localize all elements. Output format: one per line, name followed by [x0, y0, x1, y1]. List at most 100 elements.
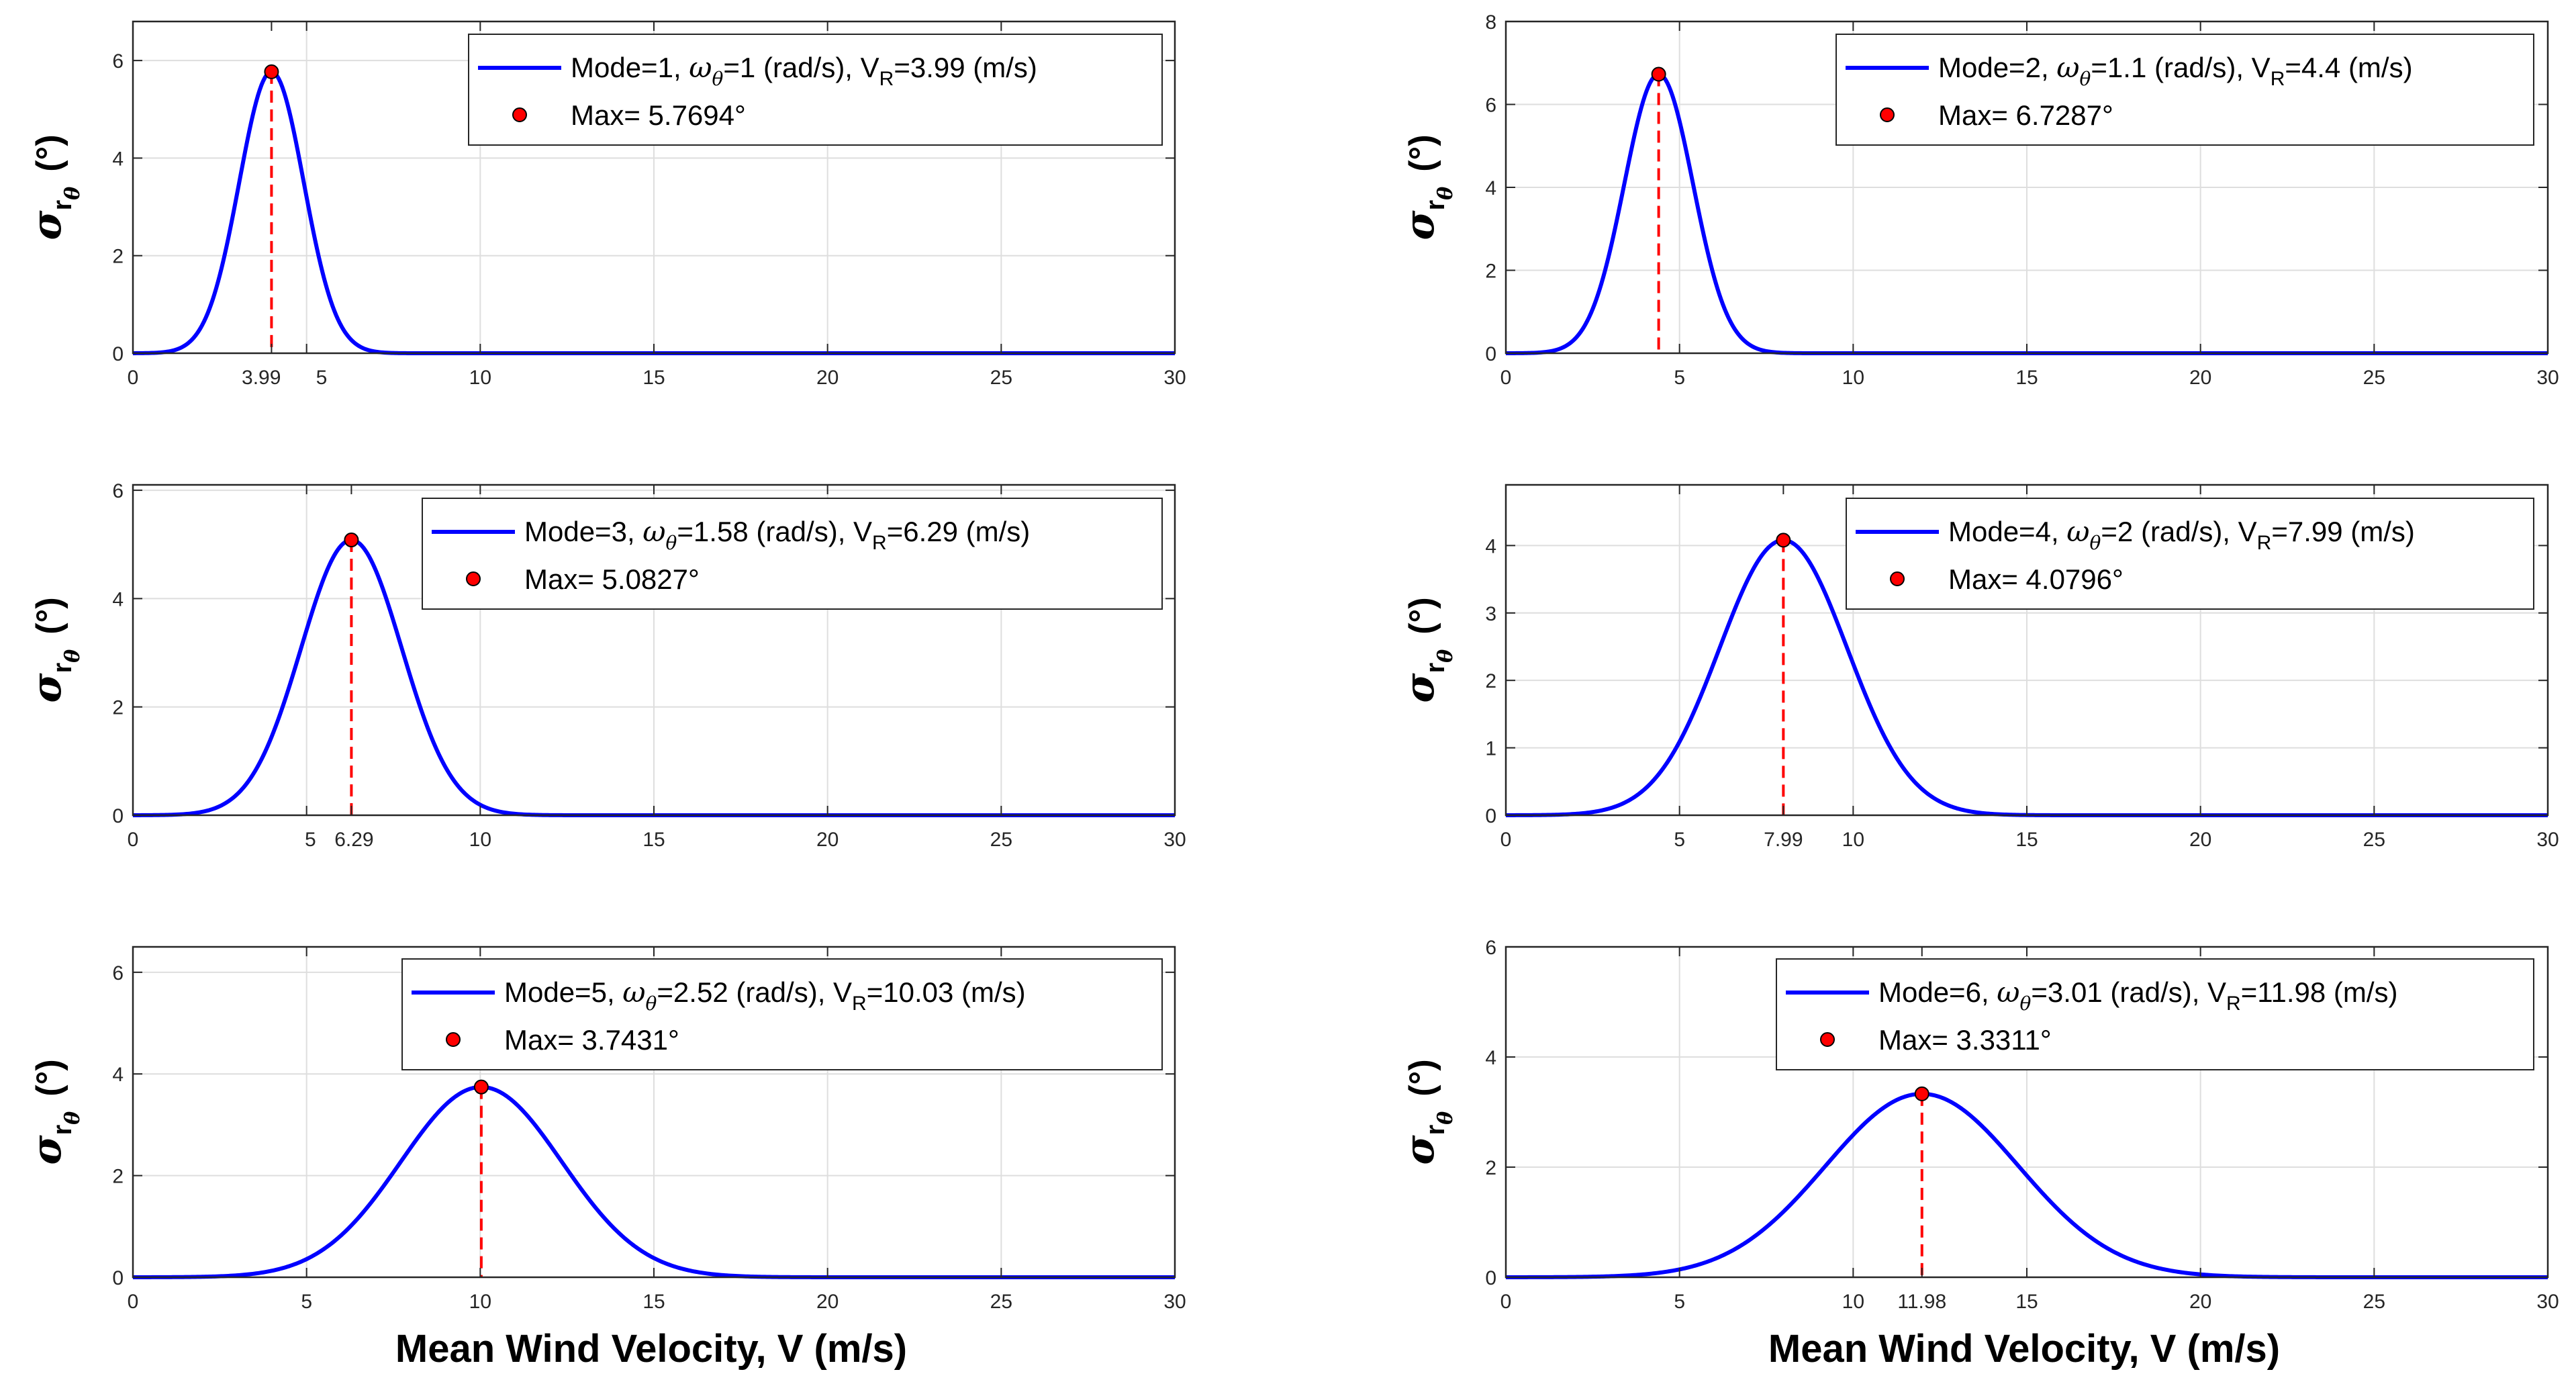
legend-omega: ω — [2056, 51, 2079, 84]
x-tick-label: 11.98 — [1897, 1291, 1946, 1313]
x-tick-label: 15 — [2015, 1291, 2038, 1313]
y-label-sub-theta: θ — [61, 1111, 85, 1125]
x-tick-label: 5 — [1674, 829, 1685, 851]
y-tick-label: 6 — [112, 50, 124, 73]
legend-vr-sub: R — [2257, 532, 2272, 554]
y-label-unit: (°) — [30, 1059, 68, 1096]
x-tick-label: 25 — [990, 367, 1012, 389]
y-tick-label: 2 — [1485, 670, 1496, 692]
peak-marker — [1651, 66, 1666, 82]
y-tick-label: 2 — [112, 1166, 124, 1188]
y-label-sub-theta: θ — [1434, 1111, 1458, 1125]
legend-marker-swatch — [466, 571, 481, 586]
y-label-sub-r: r — [48, 200, 77, 211]
y-label-sub-theta: θ — [61, 187, 85, 200]
peak-marker — [1776, 533, 1791, 548]
y-axis-label: σrθ (°) — [1396, 597, 1458, 702]
y-tick-label: 1 — [1485, 738, 1496, 760]
x-tick-label: 30 — [2536, 1291, 2559, 1313]
x-tick-label: 20 — [2189, 367, 2211, 389]
legend-omega-sub: θ — [646, 993, 657, 1015]
legend-mode-text: Mode=6, — [1878, 976, 1997, 1008]
x-tick-label: 3.99 — [242, 367, 281, 389]
legend-vr-sub: R — [2226, 993, 2241, 1015]
x-tick-label: 10 — [469, 367, 491, 389]
x-tick-label: 30 — [1163, 1291, 1186, 1313]
y-label-unit: (°) — [30, 597, 68, 634]
y-tick-label: 0 — [112, 805, 124, 827]
x-tick-label: 10 — [469, 1291, 491, 1313]
y-label-sub-r: r — [48, 1125, 77, 1136]
legend-max-label: Max= 4.0796° — [1948, 563, 2124, 595]
y-axis-label: σrθ (°) — [23, 1059, 85, 1164]
legend-box — [422, 498, 1163, 610]
x-tick-label: 20 — [816, 829, 839, 851]
x-axis-label-left: Mean Wind Velocity, V (m/s) — [395, 1327, 907, 1371]
y-label-sub-r: r — [48, 663, 77, 674]
legend-vr-value: =10.03 (m/s) — [867, 976, 1026, 1008]
y-label-unit: (°) — [1402, 134, 1441, 171]
legend-marker-swatch — [1890, 571, 1905, 586]
x-tick-label: 0 — [128, 367, 139, 389]
x-tick-label: 15 — [642, 829, 665, 851]
y-tick-label: 0 — [1485, 343, 1496, 365]
y-tick-label: 4 — [1485, 535, 1496, 557]
y-label-sub-theta: θ — [1434, 649, 1458, 663]
y-tick-label: 4 — [1485, 177, 1496, 199]
legend-max-label: Max= 5.7694° — [571, 99, 746, 131]
y-label-sub-r: r — [1421, 663, 1450, 674]
y-label-sub-r: r — [1421, 1125, 1450, 1136]
legend-omega-value: =2.52 (rad/s), V — [657, 976, 852, 1008]
legend-vr-value: =4.4 (m/s) — [2285, 52, 2412, 83]
y-label-sigma: σ — [23, 673, 70, 703]
peak-marker — [1914, 1086, 1929, 1101]
legend-vr-value: =6.29 (m/s) — [887, 516, 1031, 547]
x-tick-label: 10 — [1842, 1291, 1864, 1313]
legend-box — [401, 958, 1163, 1070]
y-tick-label: 6 — [112, 480, 124, 502]
x-tick-label: 25 — [2363, 1291, 2385, 1313]
legend-vr-value: =11.98 (m/s) — [2241, 976, 2398, 1008]
x-tick-label: 25 — [990, 829, 1012, 851]
x-tick-label: 10 — [1842, 829, 1864, 851]
x-tick-label: 5 — [316, 367, 328, 389]
legend-max-label: Max= 3.7431° — [504, 1024, 679, 1056]
x-tick-label: 10 — [469, 829, 491, 851]
x-tick-label: 0 — [128, 1291, 139, 1313]
y-tick-label: 6 — [112, 962, 124, 984]
legend: Mode=3, ωθ=1.58 (rad/s), VR=6.29 (m/s) Ma… — [422, 498, 1163, 610]
x-tick-label: 30 — [2536, 829, 2559, 851]
legend-mode-text: Mode=2, — [1938, 52, 2056, 83]
y-tick-label: 3 — [1485, 603, 1496, 625]
y-axis-label: σrθ (°) — [23, 134, 85, 240]
peak-marker — [264, 64, 279, 79]
x-tick-label: 0 — [128, 829, 139, 851]
y-tick-label: 4 — [1485, 1047, 1496, 1069]
legend-mode-text: Mode=3, — [524, 516, 642, 547]
y-tick-label: 0 — [112, 1267, 124, 1289]
legend-omega: ω — [622, 976, 645, 1009]
legend: Mode=4, ωθ=2 (rad/s), VR=7.99 (m/s) Max= … — [1846, 498, 2534, 610]
legend-vr-sub: R — [879, 68, 894, 90]
legend-omega-value: =1 (rad/s), V — [723, 52, 879, 83]
legend-max-label: Max= 6.7287° — [1938, 99, 2113, 131]
legend-marker-swatch — [1820, 1032, 1835, 1047]
x-tick-label: 25 — [2363, 367, 2385, 389]
x-tick-label: 10 — [1842, 367, 1864, 389]
x-tick-label: 0 — [1500, 829, 1512, 851]
y-tick-label: 6 — [1485, 95, 1496, 117]
y-label-sigma: σ — [1396, 673, 1443, 703]
legend-curve-label: Mode=1, ωθ=1 (rad/s), VR=3.99 (m/s) — [571, 51, 1037, 90]
legend-omega-sub: θ — [666, 532, 677, 554]
legend-omega: ω — [689, 51, 712, 84]
legend: Mode=6, ωθ=3.01 (rad/s), VR=11.98 (m/s)M… — [1776, 958, 2534, 1070]
y-tick-label: 2 — [112, 246, 124, 268]
legend-marker-swatch — [1880, 107, 1895, 122]
legend-box — [1846, 498, 2534, 610]
x-tick-label: 15 — [642, 1291, 665, 1313]
